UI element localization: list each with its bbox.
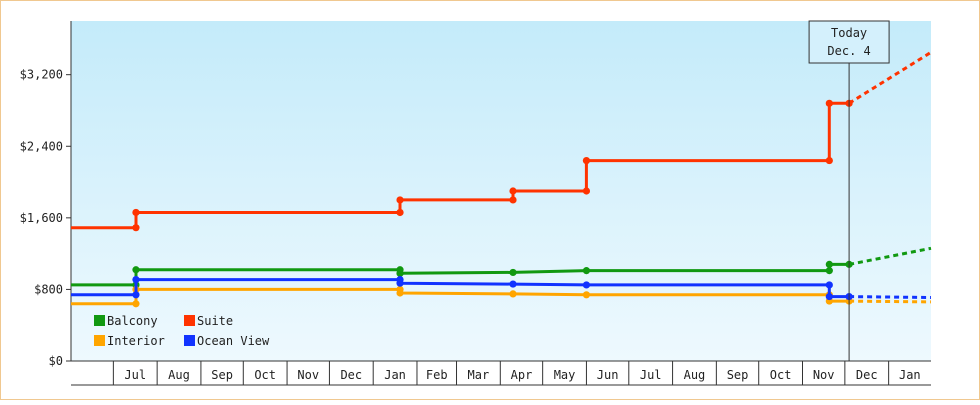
legend-label: Suite — [197, 314, 233, 328]
legend-swatch — [184, 315, 195, 326]
data-point — [132, 208, 140, 217]
x-tick-label: Oct — [254, 368, 276, 382]
data-point — [509, 280, 517, 288]
x-tick-label: Jan — [384, 368, 406, 382]
data-point — [509, 196, 517, 204]
data-point — [825, 260, 833, 268]
legend-swatch — [94, 315, 105, 326]
series-projection — [849, 295, 932, 299]
x-axis: Jul Aug Sep Oct Nov Dec Jan Feb Mar Apr May Jun Jul A… — [71, 360, 931, 386]
data-point — [509, 290, 517, 298]
x-tick-label: Apr — [511, 368, 533, 382]
data-point — [825, 267, 833, 275]
data-point — [825, 281, 833, 289]
today-label: Today — [831, 26, 867, 40]
data-point — [132, 224, 140, 232]
series-layer — [71, 51, 932, 308]
y-tick-label: $3,200 — [20, 68, 63, 82]
data-point — [132, 291, 140, 299]
x-tick-label: Jan — [899, 368, 921, 382]
x-tick-label: Nov — [297, 368, 319, 382]
data-point — [825, 292, 833, 301]
y-tick-label: $1,600 — [20, 211, 63, 225]
x-tick-label: Dec — [340, 368, 362, 382]
y-tick-label: $0 — [49, 354, 63, 368]
today-marker: Today Dec. 4 — [808, 20, 890, 361]
y-axis: $0 $800 $1,600 $2,400 $3,200 — [20, 21, 72, 368]
data-point — [396, 269, 404, 277]
x-tick-label: Mar — [468, 368, 490, 382]
x-tick-label: May — [554, 368, 576, 382]
data-point — [582, 281, 591, 289]
y-tick-label: $800 — [34, 282, 63, 296]
series-line — [71, 278, 850, 299]
x-tick-label: Aug — [168, 368, 190, 382]
x-tick-label: Sep — [727, 368, 749, 382]
series-projection — [848, 51, 932, 105]
x-tick-label: Jun — [597, 368, 619, 382]
legend: Balcony Suite Interior Ocean View — [94, 314, 270, 348]
data-point — [132, 275, 140, 284]
data-point — [582, 291, 591, 299]
data-point — [582, 156, 591, 165]
data-point — [825, 156, 833, 165]
data-point — [509, 268, 517, 277]
x-tick-label: Aug — [684, 368, 706, 382]
x-tick-label: Oct — [770, 368, 792, 382]
data-point — [396, 208, 404, 217]
data-point — [582, 267, 591, 275]
data-point — [582, 187, 591, 195]
x-tick-label: Dec — [856, 368, 878, 382]
data-point — [509, 187, 517, 195]
data-point — [132, 266, 140, 274]
legend-label: Balcony — [107, 314, 158, 328]
legend-label: Interior — [107, 334, 165, 348]
series-projection — [849, 299, 932, 304]
series-suite — [71, 51, 932, 232]
today-box — [808, 20, 890, 64]
x-tick-label: Nov — [813, 368, 835, 382]
y-tick-label: $2,400 — [20, 139, 63, 153]
legend-swatch — [94, 335, 105, 346]
legend-label: Ocean View — [197, 334, 270, 348]
data-point — [396, 289, 404, 297]
today-date-label: Dec. 4 — [827, 44, 870, 58]
x-tick-label: Sep — [211, 368, 233, 382]
x-tick-label: Jul — [640, 368, 662, 382]
data-point — [396, 196, 404, 204]
x-tick-label: Feb — [426, 368, 448, 382]
series-projection — [848, 246, 932, 266]
data-point — [396, 279, 404, 287]
data-point — [132, 300, 140, 308]
plot-background — [71, 21, 931, 361]
legend-swatch — [184, 335, 195, 346]
data-point — [825, 99, 833, 107]
x-tick-label: Jul — [124, 368, 146, 382]
